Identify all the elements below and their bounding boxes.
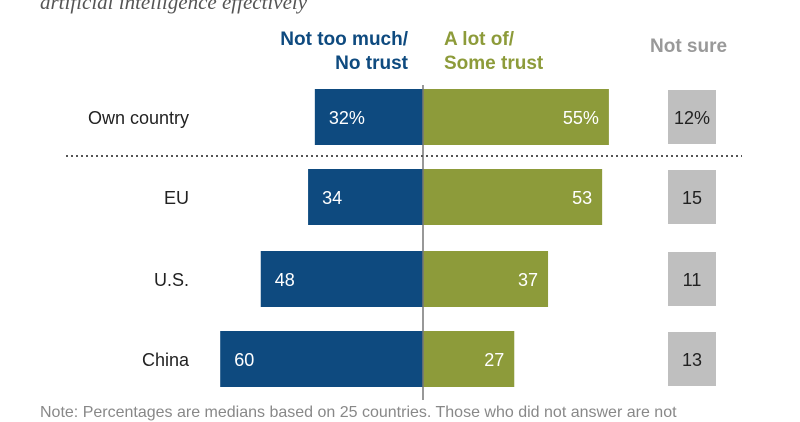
header-some-trust-line1: A lot of/ [444, 29, 514, 50]
category-label-u-s: U.S. [154, 270, 189, 290]
bar-some-trust-eu [423, 169, 603, 225]
label-no-trust-eu: 34 [322, 188, 342, 208]
box-not-sure-china [668, 332, 716, 386]
label-not-sure-u-s: 11 [683, 270, 702, 290]
label-no-trust-own-country: 32% [329, 108, 365, 128]
label-no-trust-u-s: 48 [275, 270, 295, 290]
label-some-trust-eu: 53 [572, 188, 592, 208]
box-not-sure-own-country [668, 90, 716, 144]
header-not-sure: Not sure [650, 36, 728, 57]
category-label-own-country: Own country [88, 108, 189, 128]
bar-no-trust-own-country [314, 89, 423, 145]
bar-some-trust-china [423, 331, 515, 387]
label-not-sure-china: 13 [682, 350, 702, 370]
header-no-trust-line1: Not too much/ [280, 29, 408, 50]
box-not-sure-eu [668, 170, 716, 224]
label-some-trust-u-s: 37 [518, 270, 538, 290]
category-label-eu: EU [164, 188, 189, 208]
box-not-sure-u-s [668, 252, 716, 306]
bar-no-trust-u-s [260, 251, 423, 307]
header-some-trust-line2: Some trust [444, 53, 544, 74]
chart-subtitle: artificial intelligence effectively [40, 0, 308, 14]
label-not-sure-own-country: 12% [674, 108, 710, 128]
bar-some-trust-u-s [423, 251, 549, 307]
bar-some-trust-own-country [423, 89, 609, 145]
label-some-trust-own-country: 55% [563, 108, 599, 128]
label-not-sure-eu: 15 [682, 188, 702, 208]
header-no-trust-line2: No trust [335, 53, 408, 74]
label-no-trust-china: 60 [234, 350, 254, 370]
footnote: Note: Percentages are medians based on 2… [40, 404, 677, 421]
header-no-trust: Not too much/ No trust [280, 28, 408, 76]
bar-no-trust-china [220, 331, 423, 387]
header-some-trust: A lot of/ Some trust [444, 28, 543, 76]
category-label-china: China [142, 350, 190, 370]
label-some-trust-china: 27 [484, 350, 504, 370]
bar-no-trust-eu [308, 169, 423, 225]
